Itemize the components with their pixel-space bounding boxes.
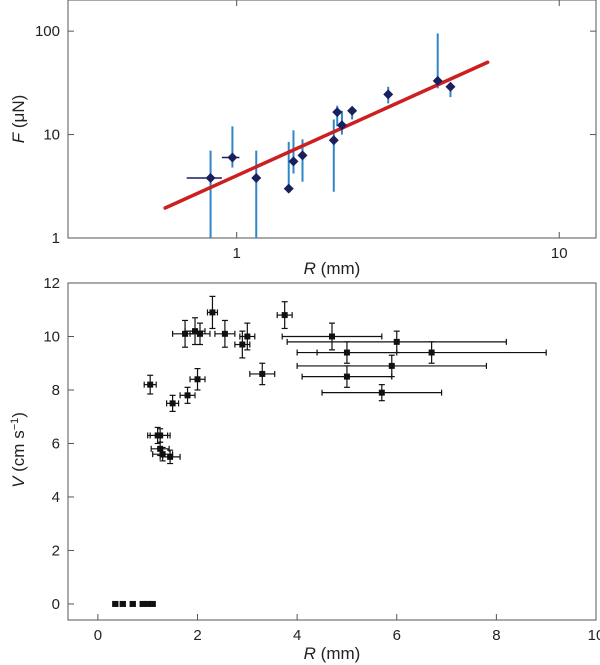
- bottom-data-point: [343, 349, 350, 356]
- top-data-point: [383, 89, 394, 100]
- bottom-data-point: [393, 338, 400, 345]
- bottom-data-point: [139, 600, 146, 607]
- bottom-data-point: [157, 432, 164, 439]
- bottom-y-tick-label: 6: [52, 435, 60, 452]
- bottom-data-point: [209, 309, 216, 316]
- top-error-bars: [186, 33, 452, 238]
- bottom-y-tick-label: 12: [43, 275, 60, 292]
- top-data-point: [205, 173, 216, 184]
- bottom-data-point: [221, 330, 228, 337]
- top-data-points: [205, 75, 456, 194]
- bottom-data-point: [239, 341, 246, 348]
- top-y-tick-label: 100: [35, 23, 60, 40]
- bottom-data-point: [157, 445, 164, 452]
- top-data-point: [283, 183, 294, 194]
- bottom-x-tick-label: 0: [94, 627, 102, 644]
- bottom-data-point: [112, 600, 119, 607]
- force-vs-radius-chart: 1 10 1 10 100 R (mm) F (μN): [9, 0, 597, 278]
- top-x-tick-label: 10: [551, 245, 568, 262]
- velocity-vs-radius-chart: 0 2 4 6 8 10 0 2 4 6 8 10 12 R (mm) V (cm s−1): [9, 275, 600, 663]
- bottom-axis-ticks: [68, 282, 597, 620]
- bottom-data-point: [329, 333, 335, 340]
- top-data-point: [336, 120, 347, 131]
- bottom-tick-labels: 0 2 4 6 8 10 0 2 4 6 8 10 12: [43, 275, 600, 644]
- top-data-point: [332, 107, 343, 118]
- bottom-x-tick-label: 8: [492, 627, 500, 644]
- bottom-data-point: [119, 600, 126, 607]
- top-data-point: [432, 75, 443, 86]
- bottom-x-tick-label: 10: [588, 627, 600, 644]
- bottom-data-point: [194, 376, 201, 383]
- bottom-data-point: [281, 312, 288, 319]
- bottom-data-point: [147, 381, 154, 388]
- top-x-tick-label: 1: [232, 245, 240, 262]
- bottom-y-tick-label: 10: [43, 328, 60, 345]
- bottom-y-tick-label: 4: [52, 489, 60, 506]
- bottom-data-point: [149, 600, 156, 607]
- bottom-data-point: [388, 362, 395, 369]
- bottom-data-point: [259, 370, 266, 377]
- bottom-data-points: [112, 309, 435, 607]
- bottom-y-tick-label: 8: [52, 382, 60, 399]
- bottom-data-point: [428, 349, 435, 356]
- bottom-x-tick-label: 2: [193, 627, 201, 644]
- bottom-data-point: [144, 600, 151, 607]
- bottom-y-axis-label: V (cm s−1): [9, 412, 28, 488]
- bottom-y-tick-label: 0: [52, 596, 60, 613]
- top-fit-line-group: [163, 60, 490, 210]
- top-data-point: [347, 105, 358, 116]
- top-data-point: [328, 135, 339, 146]
- top-y-tick-label: 10: [43, 127, 60, 144]
- top-data-point: [251, 173, 262, 184]
- top-data-point: [297, 150, 308, 161]
- top-fit-line: [163, 60, 490, 210]
- bottom-error-bars: [112, 295, 547, 607]
- top-y-tick-label: 1: [52, 230, 60, 247]
- bottom-x-tick-label: 6: [393, 627, 401, 644]
- bottom-data-point: [378, 389, 385, 396]
- bottom-data-point: [197, 330, 203, 337]
- bottom-y-tick-label: 2: [52, 542, 60, 559]
- bottom-data-point: [129, 600, 136, 607]
- top-plot-frame: [67, 0, 597, 239]
- bottom-data-point: [159, 451, 166, 458]
- top-y-axis-label: F (μN): [9, 95, 28, 144]
- top-tick-labels: 1 10 1 10 100: [35, 23, 568, 262]
- top-data-point: [227, 152, 238, 163]
- top-data-point: [445, 81, 456, 92]
- bottom-x-axis-label: R (mm): [304, 644, 361, 663]
- bottom-x-tick-label: 4: [293, 627, 301, 644]
- bottom-data-point: [182, 330, 189, 337]
- bottom-data-point: [192, 328, 199, 335]
- bottom-data-point: [169, 400, 176, 407]
- bottom-plot-frame: [67, 282, 597, 621]
- top-axis-ticks: [68, 0, 596, 239]
- bottom-data-point: [343, 373, 350, 380]
- bottom-data-point: [244, 333, 251, 340]
- bottom-data-point: [184, 392, 191, 399]
- bottom-data-point: [167, 453, 174, 460]
- top-data-point: [288, 156, 299, 167]
- top-x-axis-label: R (mm): [304, 259, 361, 278]
